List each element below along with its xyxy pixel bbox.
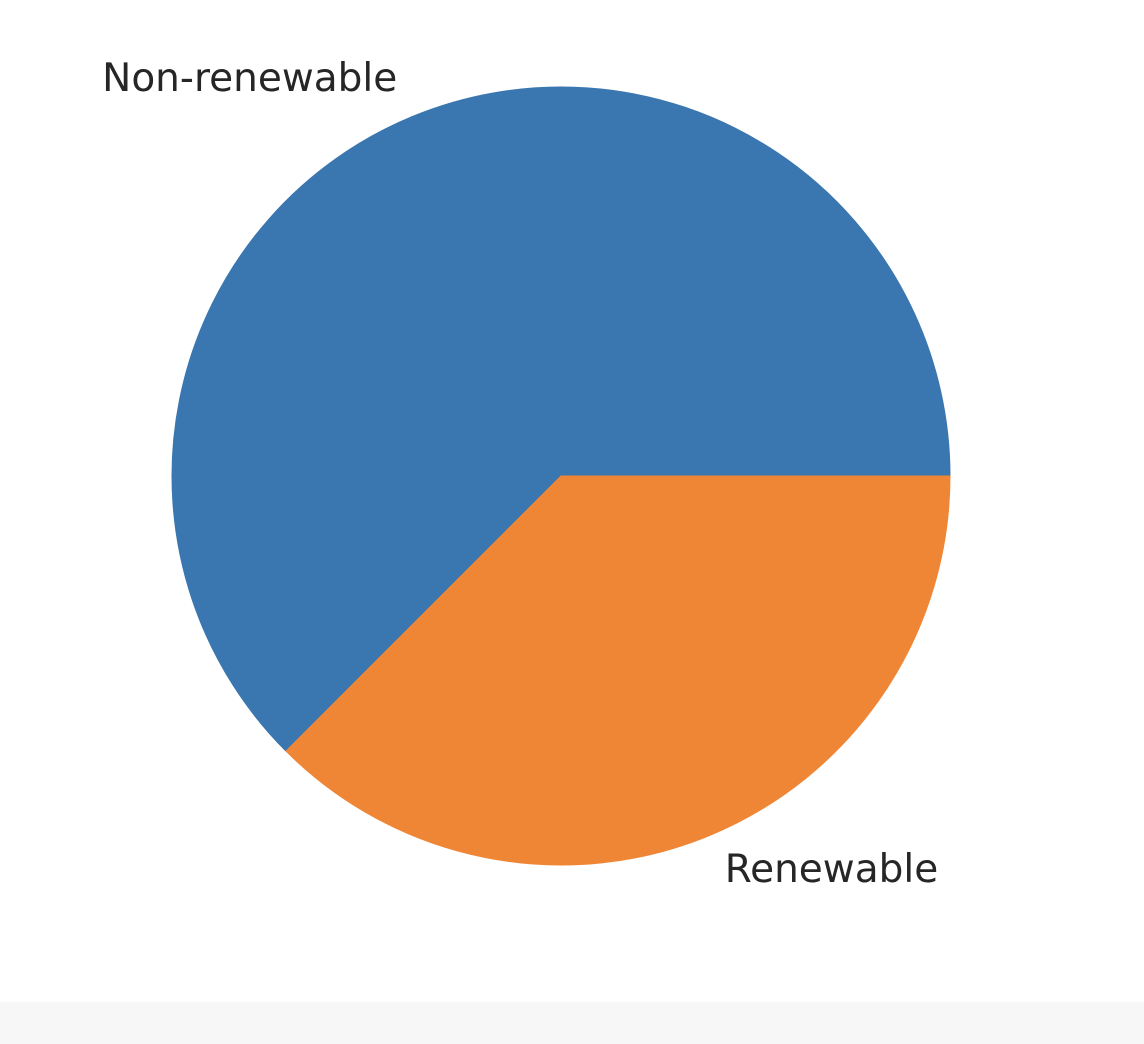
pie-label-renewable: Renewable [725,847,938,892]
pie-slice-renewable [285,475,951,866]
pie-label-non-renewable: Non-renewable [102,56,397,101]
pie-slice-non-renewable [171,86,951,752]
bottom-strip [0,1002,1144,1044]
pie-slices [171,86,951,866]
pie-labels: Non-renewable Renewable [102,56,938,892]
